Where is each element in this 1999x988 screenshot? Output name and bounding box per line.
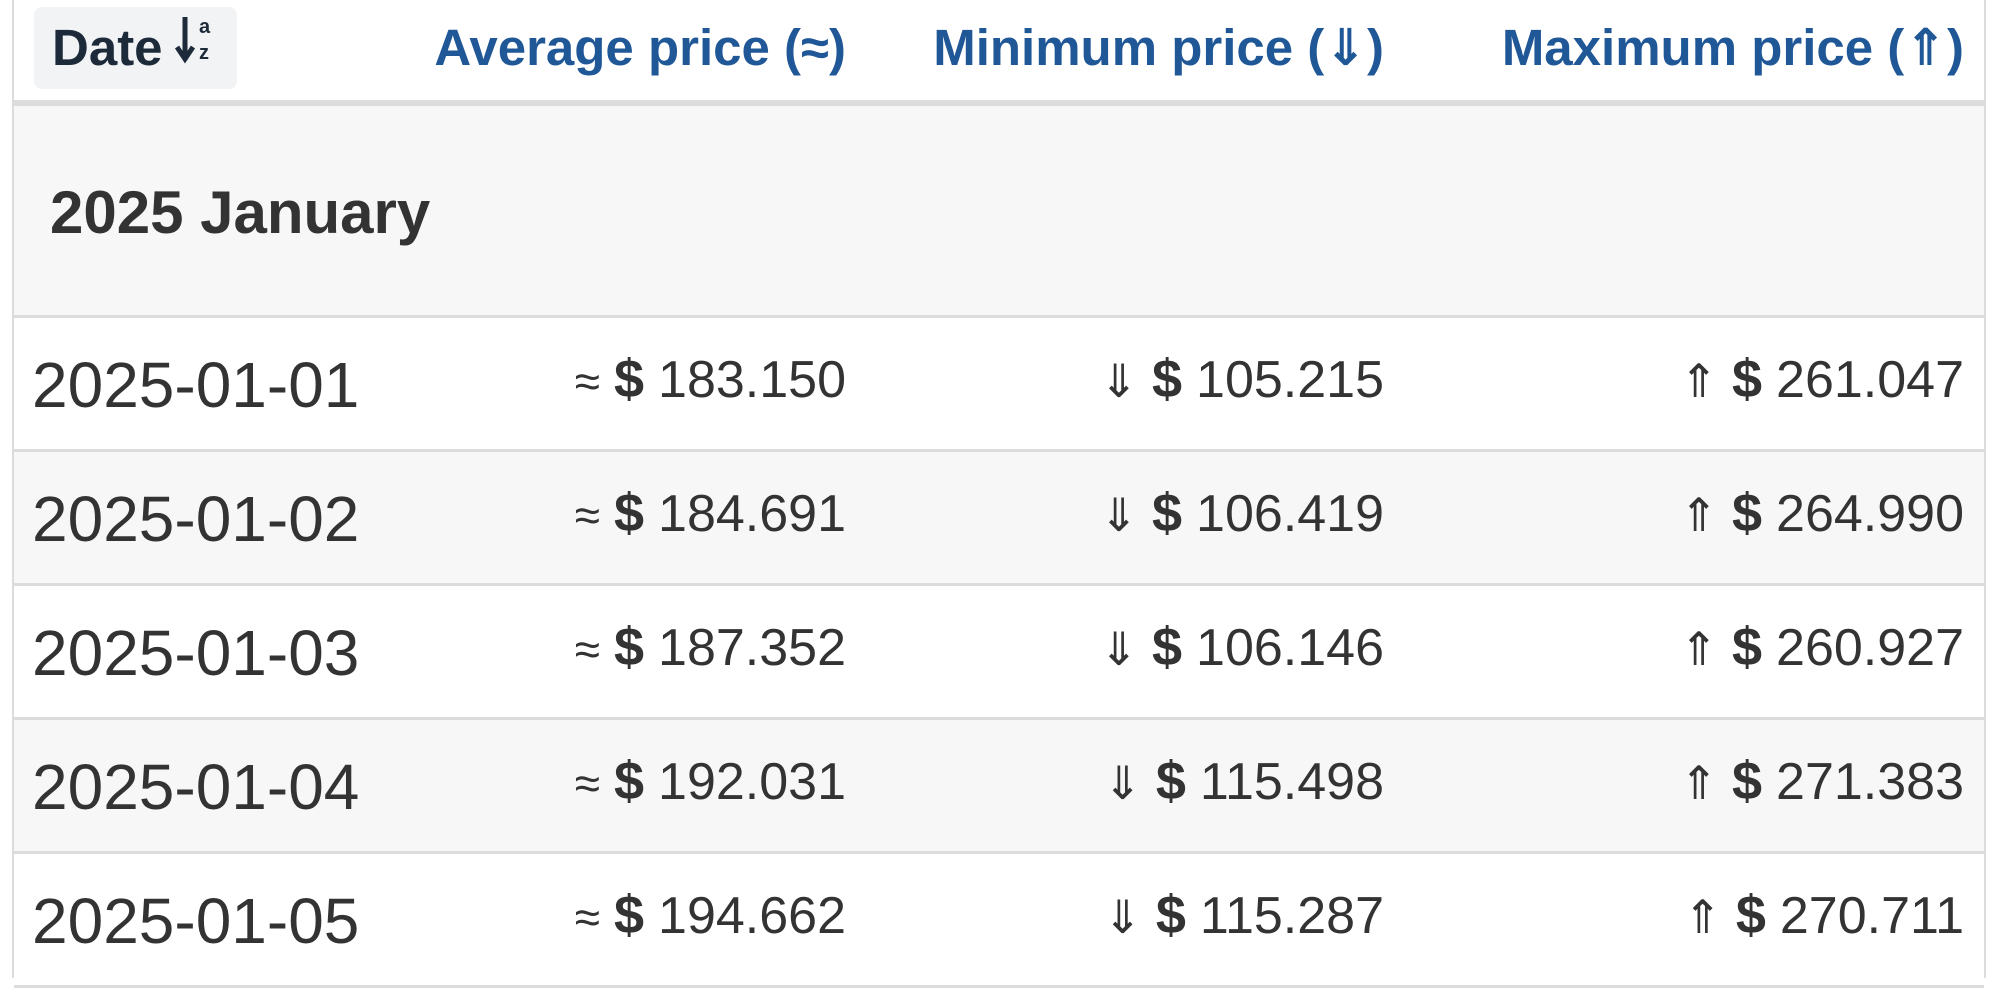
maximum-price-value: 271.383 (1776, 753, 1964, 811)
minimum-price-cell: ⇓ $105.215 (1099, 318, 1384, 449)
date-cell: 2025-01-04 (32, 751, 360, 823)
double-arrow-up-icon: ⇑ (1679, 757, 1718, 809)
approx-icon: ≈ (574, 489, 600, 541)
approx-icon: ≈ (574, 623, 600, 675)
dollar-sign: $ (1155, 885, 1186, 945)
approx-icon: ≈ (574, 757, 600, 809)
table-row: 2025-01-03 ≈ $187.352 ⇓ $106.146 ⇑ $260.927 (14, 586, 1984, 720)
double-arrow-down-icon: ⇓ (1099, 489, 1138, 541)
dollar-sign: $ (613, 349, 645, 409)
maximum-price-column-header[interactable]: Maximum price (⇑) (1501, 19, 1964, 76)
maximum-price-cell: ⇑ $271.383 (1679, 720, 1964, 851)
maximum-price-cell: ⇑ $260.927 (1679, 586, 1964, 717)
average-price-value: 187.352 (658, 619, 846, 677)
group-title: 2025 January (50, 179, 431, 246)
dollar-sign: $ (1731, 617, 1763, 677)
dollar-sign: $ (1735, 885, 1766, 945)
dollar-sign: $ (613, 483, 645, 543)
double-arrow-down-icon: ⇓ (1099, 355, 1138, 407)
average-price-value: 184.691 (658, 485, 846, 543)
maximum-price-value: 260.927 (1776, 619, 1964, 677)
average-price-cell: ≈ $184.691 (575, 452, 846, 583)
minimum-price-cell: ⇓ $115.498 (1103, 720, 1384, 851)
minimum-price-column-header[interactable]: Minimum price (⇓) (933, 19, 1384, 76)
table-row: 2025-01-02 ≈ $184.691 ⇓ $106.419 ⇑ $264.990 (14, 452, 1984, 586)
minimum-price-value: 106.146 (1196, 619, 1384, 677)
dollar-sign: $ (613, 617, 645, 677)
minimum-price-value: 115.498 (1199, 753, 1384, 811)
double-arrow-up-icon: ⇑ (1679, 355, 1718, 407)
dollar-sign: $ (1151, 617, 1183, 677)
minimum-price-cell: ⇓ $115.287 (1103, 854, 1384, 985)
average-price-cell: ≈ $192.031 (575, 720, 846, 851)
double-arrow-down-icon: ⇓ (1103, 891, 1142, 943)
date-cell: 2025-01-01 (32, 349, 360, 421)
svg-text:z: z (199, 42, 209, 64)
svg-text:a: a (199, 16, 211, 38)
average-price-value: 183.150 (658, 351, 846, 409)
double-arrow-up-icon: ⇑ (1679, 623, 1718, 675)
minimum-price-value: 106.419 (1196, 485, 1384, 543)
dollar-sign: $ (1151, 483, 1183, 543)
double-arrow-down-icon: ⇓ (1103, 757, 1142, 809)
average-price-cell: ≈ $187.352 (575, 586, 846, 717)
group-row-month: 2025 January (14, 106, 1984, 318)
average-price-value: 192.031 (658, 753, 846, 811)
maximum-price-value: 264.990 (1776, 485, 1964, 543)
date-column-header[interactable]: Date a z (34, 7, 237, 89)
average-price-cell: ≈ $183.150 (575, 318, 846, 449)
date-cell: 2025-01-03 (32, 617, 360, 689)
maximum-price-value: 261.047 (1776, 351, 1964, 409)
table-header: Date a z Average price (≈) Minimum price… (14, 0, 1984, 106)
table-row: 2025-01-01 ≈ $183.150 ⇓ $105.215 ⇑ $261.047 (14, 318, 1984, 452)
sort-alpha-down-icon[interactable]: a z (174, 7, 219, 89)
minimum-price-cell: ⇓ $106.419 (1099, 452, 1384, 583)
average-price-cell: ≈ $194.662 (575, 854, 846, 985)
date-cell: 2025-01-02 (32, 483, 360, 555)
approx-icon: ≈ (574, 355, 600, 407)
maximum-price-cell: ⇑ $261.047 (1679, 318, 1964, 449)
maximum-price-cell: ⇑ $270.711 (1683, 854, 1964, 985)
dollar-sign: $ (1151, 349, 1183, 409)
average-price-value: 194.662 (658, 887, 846, 945)
date-cell: 2025-01-05 (32, 885, 360, 957)
dollar-sign: $ (1731, 751, 1763, 811)
minimum-price-cell: ⇓ $106.146 (1099, 586, 1384, 717)
date-header-label: Date (52, 19, 163, 76)
double-arrow-up-icon: ⇑ (1679, 489, 1718, 541)
dollar-sign: $ (613, 885, 645, 945)
dollar-sign: $ (1731, 483, 1763, 543)
dollar-sign: $ (1155, 751, 1186, 811)
double-arrow-down-icon: ⇓ (1099, 623, 1138, 675)
maximum-price-cell: ⇑ $264.990 (1679, 452, 1964, 583)
table-row: 2025-01-04 ≈ $192.031 ⇓ $115.498 ⇑ $271.383 (14, 720, 1984, 854)
price-table: Date a z Average price (≈) Minimum price… (12, 0, 1986, 988)
dollar-sign: $ (1731, 349, 1763, 409)
approx-icon: ≈ (574, 891, 600, 943)
double-arrow-up-icon: ⇑ (1683, 891, 1722, 943)
table-row: 2025-01-05 ≈ $194.662 ⇓ $115.287 ⇑ $270.711 (14, 854, 1984, 988)
maximum-price-value: 270.711 (1779, 887, 1964, 945)
minimum-price-value: 115.287 (1199, 887, 1384, 945)
average-price-column-header[interactable]: Average price (≈) (434, 19, 846, 76)
dollar-sign: $ (613, 751, 645, 811)
minimum-price-value: 105.215 (1196, 351, 1384, 409)
